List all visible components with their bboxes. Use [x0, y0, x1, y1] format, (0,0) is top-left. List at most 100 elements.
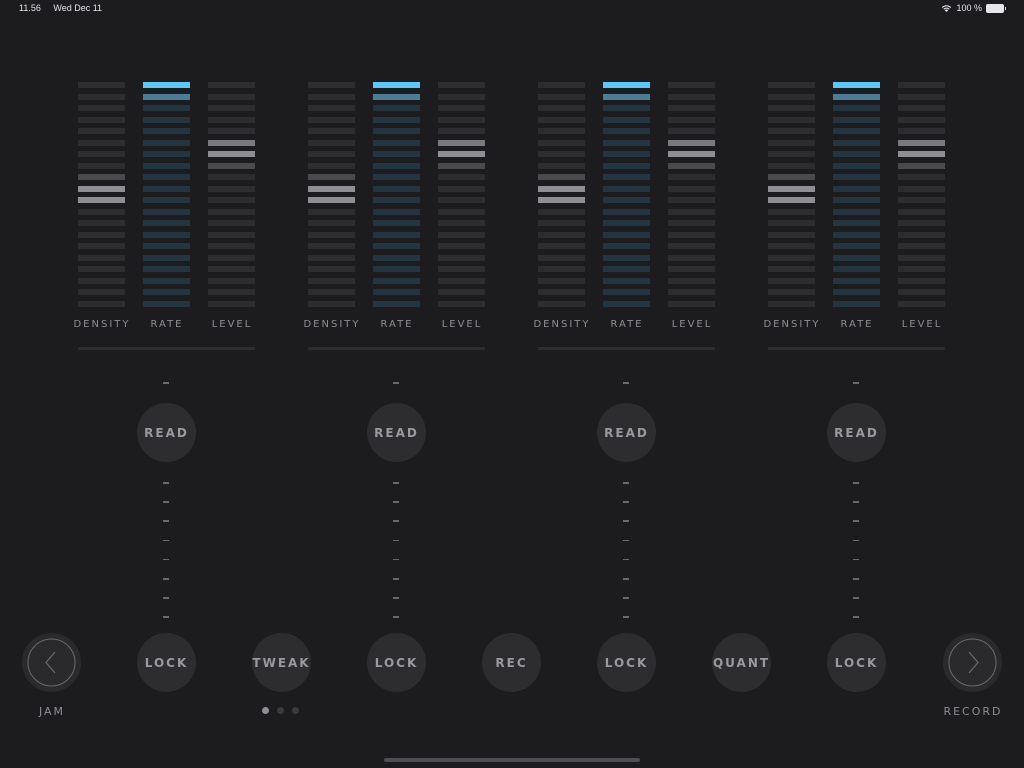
level-meter-segment [208, 243, 255, 249]
rate-meter-segment [143, 289, 190, 295]
rec-button[interactable]: REC [482, 633, 541, 692]
rate-meter-segment [603, 128, 650, 134]
rate-meter-segment [373, 139, 420, 146]
rate-meter-segment [833, 185, 880, 192]
density-meter-segment [768, 243, 815, 249]
level-meter-segment [438, 162, 485, 169]
level-meter-segment [898, 208, 945, 215]
step-tick [623, 578, 629, 580]
density-meter-segment [538, 105, 585, 111]
density-meter-segment [768, 105, 815, 111]
read-button[interactable]: READ [827, 403, 886, 462]
step-tick [163, 520, 169, 522]
level-meter-segment [208, 128, 255, 134]
level-meter-segment [668, 116, 715, 123]
level-label: LEVEL [211, 319, 253, 330]
lock-button[interactable]: LOCK [827, 633, 886, 692]
level-meter-segment [208, 151, 255, 157]
rate-meter-segment [603, 139, 650, 146]
level-meter-segment [898, 151, 945, 157]
density-meter-segment [308, 93, 355, 100]
density-meter-segment [308, 208, 355, 215]
rate-meter-segment [603, 151, 650, 157]
level-meter-segment [898, 277, 945, 284]
level-meter-segment [668, 220, 715, 226]
level-label: LEVEL [441, 319, 483, 330]
tweak-button[interactable]: TWEAK [252, 633, 311, 692]
read-button[interactable]: READ [367, 403, 426, 462]
density-meter-segment [308, 116, 355, 123]
rate-meter-segment [373, 243, 420, 249]
rate-meter-segment [373, 289, 420, 295]
level-meter-segment [438, 105, 485, 111]
density-label: DENSITY [533, 319, 591, 330]
step-tick [623, 382, 629, 384]
lock-button[interactable]: LOCK [137, 633, 196, 692]
rate-meter-segment [373, 266, 420, 272]
density-meter-segment [768, 82, 815, 88]
rate-meter-segment [373, 151, 420, 157]
step-tick [163, 616, 169, 618]
level-meter-segment [668, 197, 715, 203]
jam-button[interactable] [22, 633, 81, 692]
rate-meter-segment [143, 82, 190, 88]
level-meter-segment [668, 266, 715, 272]
channel-4: DENSITY RATE LEVEL READ LOCK [763, 0, 968, 768]
density-meter-segment [538, 197, 585, 203]
rate-meter-segment [373, 128, 420, 134]
page-dot-3[interactable] [292, 707, 299, 714]
rate-meter-segment [143, 162, 190, 169]
page-dot-1[interactable] [262, 707, 269, 714]
density-meter-segment [78, 254, 125, 261]
level-meter-segment [668, 139, 715, 146]
density-meter-segment [768, 174, 815, 180]
lock-button[interactable]: LOCK [367, 633, 426, 692]
rate-meter-segment [143, 174, 190, 180]
channel-3: DENSITY RATE LEVEL READ LOCK [533, 0, 738, 768]
quant-button[interactable]: QUANT [712, 633, 771, 692]
density-meter-segment [308, 243, 355, 249]
level-label: LEVEL [901, 319, 943, 330]
level-meter-segment [208, 185, 255, 192]
level-meter-segment [668, 128, 715, 134]
rate-meter-segment [143, 128, 190, 134]
density-meter-segment [78, 128, 125, 134]
density-meter-segment [768, 220, 815, 226]
density-meter-segment [308, 300, 355, 307]
level-meter-segment [668, 82, 715, 88]
rate-meter-segment [833, 254, 880, 261]
home-indicator[interactable] [384, 758, 640, 762]
channel-divider [78, 347, 255, 350]
level-meter-segment [208, 220, 255, 226]
page-indicator[interactable] [262, 707, 299, 714]
lock-button[interactable]: LOCK [597, 633, 656, 692]
step-tick [623, 482, 629, 484]
level-meter-segment [668, 289, 715, 295]
rate-meter-segment [373, 162, 420, 169]
level-meter-segment [898, 197, 945, 203]
page-dot-2[interactable] [277, 707, 284, 714]
rate-meter-segment [603, 82, 650, 88]
level-meter-segment [668, 254, 715, 261]
rate-label: RATE [150, 319, 184, 330]
read-button[interactable]: READ [597, 403, 656, 462]
channel-2: DENSITY RATE LEVEL READ LOCK [303, 0, 508, 768]
battery-icon [986, 3, 1006, 13]
level-meter-segment [668, 243, 715, 249]
density-meter-segment [768, 185, 815, 192]
density-meter-segment [538, 162, 585, 169]
rate-meter-segment [373, 300, 420, 307]
jam-label: JAM [38, 705, 66, 718]
step-tick [853, 539, 859, 542]
record-button[interactable] [943, 633, 1002, 692]
step-tick [393, 578, 399, 580]
level-meter-segment [208, 231, 255, 238]
chevron-right-icon [948, 638, 997, 687]
level-meter-segment [438, 243, 485, 249]
rate-meter-segment [603, 162, 650, 169]
read-button[interactable]: READ [137, 403, 196, 462]
density-meter-segment [78, 185, 125, 192]
record-label: RECORD [943, 705, 1003, 718]
density-meter-segment [768, 139, 815, 146]
step-tick [853, 501, 859, 503]
